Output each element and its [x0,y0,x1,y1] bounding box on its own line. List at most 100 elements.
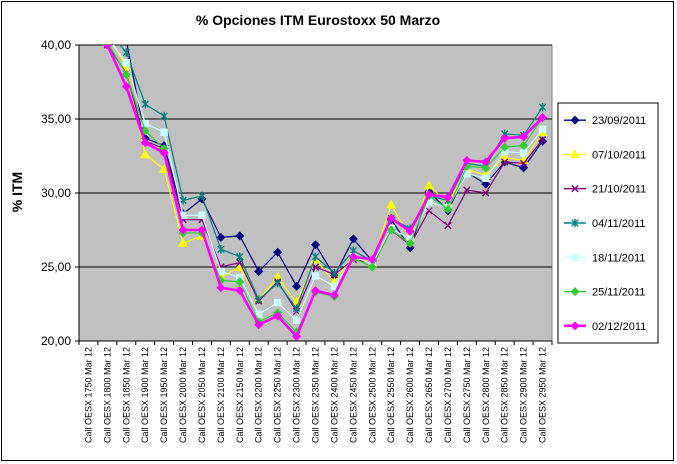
y-tick-label: 25,00 [41,260,71,274]
x-tick-label: Call OESX 2850 Mar 12 [500,347,510,443]
data-point [160,111,168,121]
data-point [102,45,112,50]
y-tick-label: 40,00 [41,38,71,52]
x-tick-label: Call OESX 1950 Mar 12 [159,347,169,443]
legend-label: 02/12/2011 [592,321,646,333]
data-point [311,272,320,280]
data-point [499,152,510,162]
data-point [273,298,282,307]
x-tick-label: Call OESX 2600 Mar 12 [405,347,415,443]
data-point [348,252,358,262]
data-point [292,316,301,324]
data-point [140,149,151,159]
data-point [519,149,528,157]
data-point [424,189,434,199]
legend-marker [571,218,579,228]
data-point [179,196,187,205]
data-point [519,159,528,168]
data-point [519,141,529,151]
chart-title: % Opciones ITM Eurostoxx 50 Marzo [196,12,440,28]
data-point [235,286,245,296]
legend-marker [571,253,579,261]
data-point [216,232,226,242]
data-point [500,133,510,143]
legend-marker [569,149,581,159]
data-point [329,290,339,300]
data-point [198,211,206,219]
legend-marker [571,185,579,193]
data-point [538,136,548,146]
data-point [538,125,547,134]
x-tick-label: Call OESX 2000 Mar 12 [178,347,188,443]
data-point [519,132,529,142]
x-tick-label: Call OESX 2750 Mar 12 [462,347,472,443]
data-point [330,268,339,278]
legend-label: 07/10/2011 [592,149,646,161]
data-point [198,191,206,201]
legend-item: 23/09/2011 [564,115,646,127]
legend-label: 21/10/2011 [592,184,646,196]
x-tick-label: Call OESX 2050 Mar 12 [197,347,207,443]
legend-marker [570,321,580,331]
data-point [122,59,130,67]
data-point [121,70,131,80]
data-point [216,283,226,293]
data-point [386,213,396,223]
data-point [273,247,283,257]
data-point [462,155,472,165]
data-point [140,138,150,148]
data-point [140,126,150,136]
data-point [103,29,111,36]
x-tick-label: Call OESX 2900 Mar 12 [519,347,529,443]
data-point [310,286,321,296]
y-tick-label: 30,00 [41,186,71,200]
data-point [141,100,149,109]
data-point [500,142,510,152]
plot-area: 20,00 25,00 30,00 35,00 40,00 Call OESX 1750 … [41,19,553,443]
legend-label: 23/09/2011 [592,115,646,127]
legend-item: 04/11/2011 [564,218,645,230]
data-point [254,266,264,276]
data-point [104,26,110,34]
x-tick-label: Call OESX 2200 Mar 12 [254,347,264,443]
x-tick-label: Call OESX 2150 Mar 12 [235,347,245,443]
legend-item: 02/12/2011 [564,321,646,333]
data-point [386,225,396,235]
data-point [217,245,225,254]
data-point [235,277,245,287]
data-point [538,113,548,123]
legend-marker [570,287,580,297]
x-tick-label: Call OESX 1750 Mar 12 [83,347,93,443]
data-point [367,255,377,265]
x-tick-label: Call OESX 2350 Mar 12 [311,347,321,443]
data-point [292,332,302,341]
x-tick-label: Call OESX 2100 Mar 12 [216,347,226,443]
data-point [423,180,435,190]
x-tick-label: Call OESX 2400 Mar 12 [329,347,339,443]
data-point [386,199,397,209]
legend: 23/09/2011 07/10/2011 21/10/2011 04/11/2011… [557,102,659,344]
data-point [273,279,282,288]
data-point [443,204,453,214]
data-point [104,34,110,40]
data-point [482,189,490,197]
data-point [104,19,112,27]
legend-item: 21/10/2011 [564,184,646,196]
data-point [501,158,509,166]
data-point [126,45,127,46]
data-point [405,226,415,236]
data-point [292,281,302,291]
x-tick-label: Call OESX 2450 Mar 12 [348,347,358,443]
y-tick-label: 20,00 [41,334,71,348]
legend-label: 18/11/2011 [592,252,645,264]
x-tick-label: Call OESX 2800 Mar 12 [481,347,491,443]
data-point [425,207,433,215]
data-point [311,252,320,261]
data-point [122,48,130,57]
legend-label: 25/11/2011 [592,287,645,299]
x-tick-label: Call OESX 2300 Mar 12 [292,347,302,443]
series-7 [102,45,548,341]
data-point [311,263,320,271]
data-point [273,311,283,321]
